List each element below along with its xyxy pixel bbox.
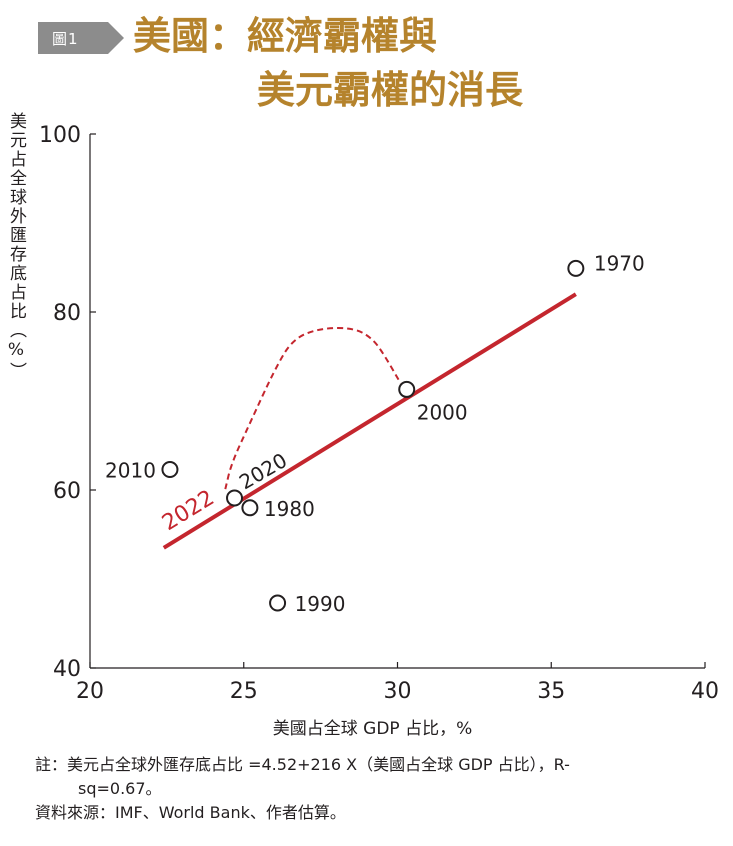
- footnote: 註：美元占全球外匯存底占比 =4.52+216 X（美國占全球 GDP 占比），…: [35, 753, 725, 801]
- y-axis-label-text: 美元占全球外匯存底占比（%）: [6, 112, 26, 381]
- point-label-2010: 2010: [105, 459, 156, 483]
- trend-line: [162, 292, 577, 550]
- data-point-2000: [398, 380, 416, 398]
- x-tick-label: 30: [384, 679, 412, 704]
- y-tick-label: 100: [39, 123, 81, 148]
- annotation-2022: 2022: [158, 485, 219, 536]
- point-label-1970: 1970: [594, 251, 645, 275]
- y-tick-label: 80: [53, 301, 81, 326]
- data-point-2020: [226, 489, 244, 507]
- chart-title-line1: 美國：經濟霸權與: [133, 13, 438, 58]
- scatter-chart: 20 25 30 35 40 40 60 80 100 美國占全球 GDP 占比，% 2022 197…: [39, 123, 719, 739]
- x-tick-label: 25: [230, 679, 258, 704]
- data-point-2010: [161, 461, 179, 479]
- source-note: 資料來源：IMF、World Bank、作者估算。: [35, 803, 346, 822]
- data-point-1980: [241, 499, 259, 517]
- x-tick-label: 20: [76, 679, 104, 704]
- data-point-1990: [269, 594, 287, 612]
- x-axis-label: 美國占全球 GDP 占比，%: [273, 719, 472, 739]
- footnote-line1: 註：美元占全球外匯存底占比 =4.52+216 X（美國占全球 GDP 占比），…: [35, 755, 570, 774]
- badge-label: 圖1: [52, 30, 79, 48]
- data-point-1970: [567, 259, 585, 277]
- y-axis-label: 美元占全球外匯存底占比（%）: [5, 112, 27, 381]
- dashed-trajectory-line: [224, 327, 402, 490]
- point-label-1980: 1980: [264, 497, 315, 521]
- badge-arrow-shape: [38, 22, 124, 54]
- figure-badge: 圖1: [38, 22, 124, 54]
- point-label-2000: 2000: [417, 400, 468, 424]
- y-tick-label: 40: [53, 657, 81, 682]
- y-tick-label: 60: [53, 479, 81, 504]
- x-tick-label: 35: [537, 679, 565, 704]
- footnote-line2: sq=0.67。: [78, 779, 162, 798]
- chart-title-line2: 美元霸權的消長: [257, 67, 524, 112]
- x-tick-label: 40: [691, 679, 719, 704]
- point-label-1990: 1990: [295, 592, 346, 616]
